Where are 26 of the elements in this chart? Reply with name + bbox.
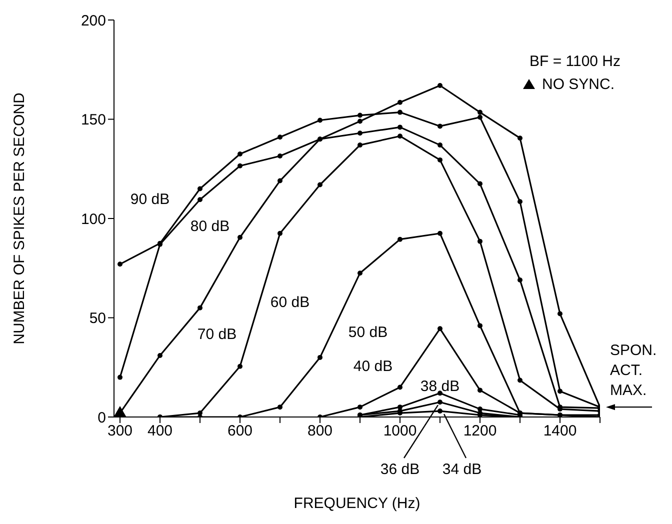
x-tick-label: 1400 (543, 422, 577, 440)
y-tick-label: 0 (98, 409, 106, 426)
annotation: SPON. ACT. MAX. (610, 342, 657, 400)
y-tick-label: 150 (80, 112, 106, 129)
text: 34 dB (442, 460, 482, 478)
y-tick-label: 100 (80, 210, 106, 228)
x-tick-label: 400 (147, 422, 173, 440)
series-label: 90 dB (130, 190, 170, 208)
text: 36 dB (380, 460, 420, 478)
x-tick-label: 800 (307, 422, 333, 440)
legend-label: NO SYNC. (542, 76, 615, 93)
series-label: 70 dB (197, 326, 237, 343)
annotation: BF = 1100 Hz (529, 52, 621, 70)
x-tick-label: 1200 (463, 422, 497, 440)
series-label: 38 dB (420, 378, 460, 395)
series-label: 80 dB (190, 218, 230, 235)
y-axis-title: NUMBER OF SPIKES PER SECOND (10, 92, 28, 344)
y-tick-label: 50 (89, 310, 106, 328)
series-label: 40 dB (353, 358, 393, 375)
series-label: 60 dB (270, 294, 310, 311)
x-tick-label: 300 (107, 422, 133, 440)
series-label: 50 dB (348, 324, 388, 341)
x-tick-label: 1000 (383, 422, 417, 440)
y-tick-label: 200 (80, 12, 106, 30)
x-axis-title: FREQUENCY (Hz) (294, 495, 420, 512)
x-tick-label: 600 (227, 422, 253, 440)
